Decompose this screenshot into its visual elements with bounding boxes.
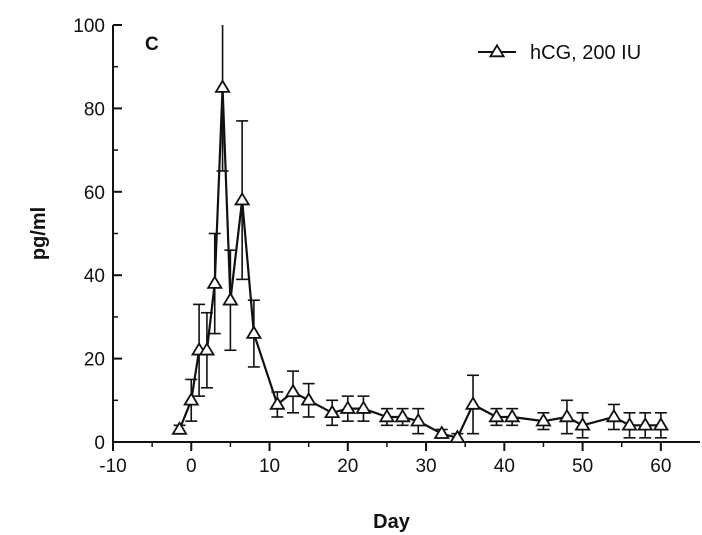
data-point [269, 396, 286, 410]
data-point [323, 404, 341, 419]
y-tick-label: 100 [73, 16, 105, 37]
data-point [214, 79, 231, 93]
data-point [503, 408, 521, 423]
series-line [178, 86, 661, 439]
data-point [300, 391, 317, 406]
x-tick-label: -10 [99, 456, 126, 477]
legend: hCG, 200 IU [478, 42, 641, 64]
data-point [355, 400, 372, 414]
y-tick-label: 60 [84, 183, 105, 204]
data-point [637, 416, 654, 431]
data-point [464, 396, 482, 410]
data-point [574, 416, 591, 431]
data-point [339, 400, 356, 414]
axes [112, 25, 700, 443]
data-point [621, 416, 638, 431]
data-point [245, 325, 263, 339]
x-tick-label: 60 [650, 456, 671, 477]
series-lines [178, 86, 661, 439]
error-bars [173, 25, 667, 442]
x-tick-label: 50 [572, 456, 593, 477]
data-point [198, 341, 216, 356]
data-point [233, 191, 251, 206]
x-axis-title: Day [373, 511, 411, 533]
data-point [410, 412, 427, 427]
panel-label: C [145, 34, 159, 55]
x-tick-label: 0 [186, 456, 197, 477]
data-point [433, 425, 450, 439]
data-point [558, 408, 576, 423]
y-ticks: 0 20 40 60 80 100 [73, 16, 122, 454]
x-tick-label: 10 [259, 456, 280, 477]
data-point [284, 383, 302, 398]
data-point [378, 408, 396, 423]
y-tick-label: 0 [94, 433, 105, 454]
y-tick-label: 40 [84, 266, 105, 287]
y-tick-label: 80 [84, 99, 105, 120]
data-point [605, 408, 623, 423]
legend-marker-icon [488, 43, 506, 58]
y-axis-title: pg/ml [28, 207, 50, 260]
data-markers [171, 79, 670, 444]
x-ticks: -10 0 10 20 30 40 50 60 [99, 442, 671, 477]
data-point [652, 416, 670, 431]
data-point [171, 421, 188, 435]
x-tick-label: 20 [337, 456, 358, 477]
legend-label: hCG, 200 IU [530, 42, 641, 64]
x-tick-label: 40 [494, 456, 515, 477]
data-point [535, 412, 552, 427]
x-tick-label: 30 [415, 456, 436, 477]
data-point [394, 408, 411, 423]
data-point [206, 275, 223, 289]
y-tick-label: 20 [84, 350, 105, 371]
data-point [222, 291, 239, 306]
data-point [183, 391, 200, 406]
data-point [449, 429, 466, 444]
data-point [488, 408, 505, 423]
